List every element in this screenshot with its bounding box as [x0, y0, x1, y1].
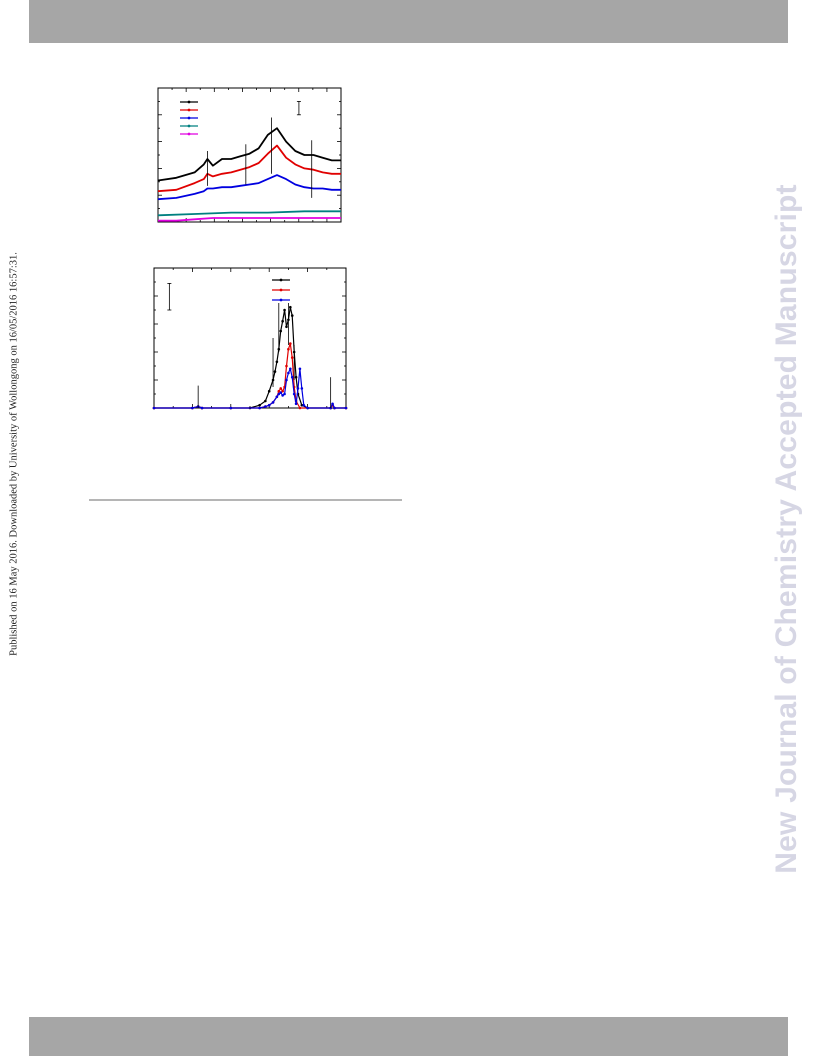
series-point-2 [285, 364, 288, 368]
series-point-3 [298, 367, 302, 371]
top-header-bar [29, 0, 788, 43]
series-point-3 [275, 395, 279, 399]
legend-marker-2 [279, 288, 283, 292]
series-point-3 [290, 375, 294, 379]
series-point-3 [258, 406, 261, 410]
series-point-3 [152, 406, 156, 410]
legend-marker-4 [187, 124, 191, 128]
legend-marker-3 [187, 116, 191, 120]
series-point-3 [333, 406, 336, 410]
series-point-3 [300, 387, 304, 390]
legend-marker-5 [187, 132, 191, 136]
series-point-3 [191, 406, 194, 410]
series-point-3 [344, 406, 348, 410]
series-line-4 [157, 210, 341, 217]
series-point-3 [287, 371, 290, 375]
series-point-2 [290, 356, 294, 359]
series-point-3 [281, 394, 284, 397]
series-point-2 [298, 406, 302, 410]
accepted-manuscript-watermark: New Journal of Chemistry Accepted Manusc… [770, 184, 803, 874]
series-point-1 [300, 403, 304, 407]
series-point-1 [290, 314, 294, 317]
series-point-1 [285, 325, 288, 329]
series-point-3 [294, 402, 298, 406]
series-point-1 [281, 319, 284, 323]
series-point-1 [273, 370, 277, 373]
series-point-3 [200, 406, 204, 410]
series-point-3 [277, 392, 281, 396]
legend-marker-3 [279, 298, 283, 302]
plot-frame [153, 267, 347, 409]
series-line-3 [154, 368, 346, 409]
series-point-3 [229, 406, 233, 410]
series-point-3 [302, 403, 306, 407]
series-point-3 [279, 391, 283, 394]
series-point-3 [285, 378, 288, 382]
series-point-3 [331, 402, 334, 406]
series-point-3 [267, 403, 271, 407]
figure-chart-b [152, 267, 348, 410]
series-line-2 [154, 342, 346, 409]
legend-marker-1 [187, 100, 191, 104]
series-point-2 [287, 347, 290, 351]
legend-marker-1 [279, 278, 283, 282]
published-note: Published on 16 May 2016. Downloaded by … [8, 252, 20, 656]
series-point-2 [279, 387, 283, 390]
series-point-3 [283, 392, 286, 396]
series-point-1 [283, 308, 286, 312]
series-line-5 [158, 217, 341, 222]
figure-chart-a [157, 87, 342, 223]
series-point-3 [271, 401, 275, 404]
series-point-1 [275, 360, 279, 364]
figure-separator-rule [89, 499, 402, 501]
series-point-3 [306, 406, 309, 410]
series-point-1 [279, 329, 283, 333]
series-line-1 [157, 127, 341, 182]
series-point-3 [292, 392, 296, 396]
series-point-2 [277, 389, 281, 393]
series-line-1 [154, 306, 346, 409]
series-point-3 [296, 387, 300, 390]
legend-marker-2 [187, 108, 191, 112]
series-point-1 [264, 399, 267, 403]
series-point-3 [264, 405, 267, 408]
series-point-2 [281, 389, 284, 393]
bottom-footer-bar [29, 1017, 788, 1056]
series-point-3 [289, 367, 292, 371]
series-point-2 [289, 342, 292, 345]
series-point-1 [294, 375, 298, 379]
series-point-1 [267, 389, 271, 393]
series-point-1 [289, 305, 292, 309]
series-point-1 [258, 403, 261, 407]
